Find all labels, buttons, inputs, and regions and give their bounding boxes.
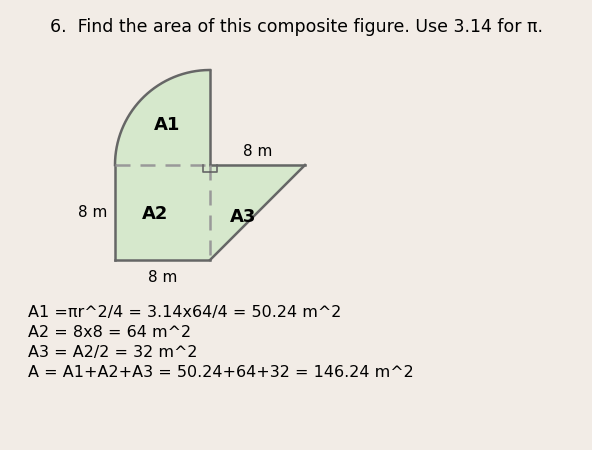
Polygon shape: [115, 165, 210, 260]
Text: A3: A3: [230, 208, 256, 226]
Text: 8 m: 8 m: [243, 144, 272, 158]
Text: A1 =πr^2/4 = 3.14x64/4 = 50.24 m^2: A1 =πr^2/4 = 3.14x64/4 = 50.24 m^2: [28, 305, 342, 320]
Text: A3 = A2/2 = 32 m^2: A3 = A2/2 = 32 m^2: [28, 345, 198, 360]
Text: 6.  Find the area of this composite figure. Use 3.14 for π.: 6. Find the area of this composite figur…: [50, 18, 542, 36]
Text: A = A1+A2+A3 = 50.24+64+32 = 146.24 m^2: A = A1+A2+A3 = 50.24+64+32 = 146.24 m^2: [28, 365, 414, 380]
Text: A1: A1: [154, 116, 181, 134]
Text: A2: A2: [141, 205, 168, 223]
Text: A2 = 8x8 = 64 m^2: A2 = 8x8 = 64 m^2: [28, 325, 191, 340]
Text: 8 m: 8 m: [148, 270, 177, 285]
Polygon shape: [210, 165, 305, 260]
Text: 8 m: 8 m: [78, 205, 108, 220]
Polygon shape: [115, 70, 210, 165]
